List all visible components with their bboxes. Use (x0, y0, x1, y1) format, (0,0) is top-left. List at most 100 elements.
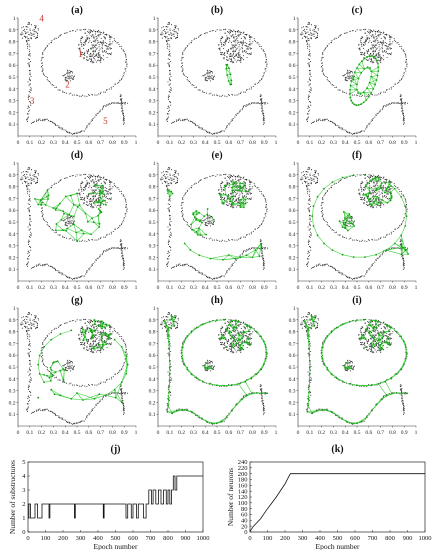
data-point (262, 194, 264, 197)
data-point (79, 95, 81, 97)
data-point (174, 31, 176, 33)
data-point (227, 59, 229, 62)
data-point (179, 118, 181, 120)
data-point (263, 267, 265, 269)
data-point (308, 54, 310, 56)
data-point (238, 238, 240, 240)
data-point (41, 64, 44, 67)
data-point (65, 177, 67, 179)
data-point (332, 122, 334, 124)
data-point (46, 77, 48, 79)
network-edge (356, 67, 365, 70)
data-point (97, 59, 99, 61)
data-point (195, 124, 197, 126)
data-point (81, 197, 83, 199)
data-point (213, 239, 215, 241)
data-point (364, 188, 367, 190)
network-node (349, 93, 351, 95)
data-point (315, 120, 317, 122)
data-point (101, 254, 103, 256)
data-point (70, 237, 72, 239)
data-point (106, 250, 108, 252)
data-point (226, 50, 228, 52)
data-point (346, 131, 349, 133)
data-point (232, 44, 234, 46)
data-point (261, 245, 263, 248)
data-point (169, 200, 171, 202)
network-edge (356, 67, 362, 74)
data-point (117, 247, 119, 249)
data-point (211, 30, 213, 32)
data-point (109, 39, 111, 41)
data-point (89, 61, 92, 63)
data-point (30, 60, 32, 63)
data-point (32, 174, 34, 176)
data-point (104, 236, 106, 238)
data-point (301, 34, 303, 36)
data-point (46, 79, 48, 81)
data-point (321, 56, 323, 58)
data-point (305, 36, 307, 38)
data-point (261, 254, 263, 257)
data-point (117, 82, 119, 84)
data-point (347, 77, 349, 80)
data-point (240, 33, 242, 36)
data-point (82, 196, 84, 199)
data-point (92, 55, 94, 57)
data-point (92, 49, 94, 51)
data-point (105, 195, 107, 197)
x-tick-label: 0.6 (225, 140, 232, 146)
data-point (301, 27, 303, 29)
data-point (223, 130, 225, 132)
data-point (92, 179, 94, 181)
data-point (104, 33, 106, 36)
data-point (22, 29, 24, 31)
data-point (229, 58, 231, 60)
data-point (86, 200, 88, 203)
data-point (173, 121, 175, 123)
data-point (238, 191, 240, 193)
data-point (112, 186, 114, 188)
data-point (232, 263, 234, 265)
data-point (239, 193, 241, 195)
network-node (170, 190, 173, 193)
data-point (378, 44, 380, 46)
data-point (407, 102, 409, 104)
network-node (90, 233, 92, 236)
data-point (119, 224, 121, 226)
network-node (239, 202, 241, 205)
data-point (347, 72, 349, 74)
data-point (167, 31, 169, 33)
data-point (30, 32, 32, 34)
data-point (236, 198, 238, 200)
data-point (360, 39, 362, 41)
data-point (27, 190, 29, 193)
data-point (360, 95, 362, 97)
data-point (94, 30, 96, 32)
data-point (91, 60, 93, 62)
data-point (386, 46, 388, 48)
data-point (239, 34, 241, 36)
data-point (378, 50, 380, 52)
data-point (206, 72, 208, 74)
data-point (219, 174, 221, 176)
data-point (21, 182, 23, 184)
data-point (205, 177, 207, 179)
data-point (29, 200, 31, 202)
data-point (235, 39, 237, 41)
data-point (89, 56, 91, 58)
data-point (257, 187, 259, 189)
data-point (236, 31, 238, 33)
data-point (182, 52, 184, 54)
data-point (231, 119, 233, 121)
data-point (226, 50, 229, 52)
data-point (167, 176, 169, 178)
data-point (28, 258, 30, 260)
data-point (310, 32, 312, 34)
network-node (101, 184, 104, 187)
data-point (208, 131, 210, 133)
data-point (240, 31, 242, 34)
data-point (265, 58, 268, 60)
data-point (360, 183, 362, 185)
data-point (83, 57, 85, 59)
